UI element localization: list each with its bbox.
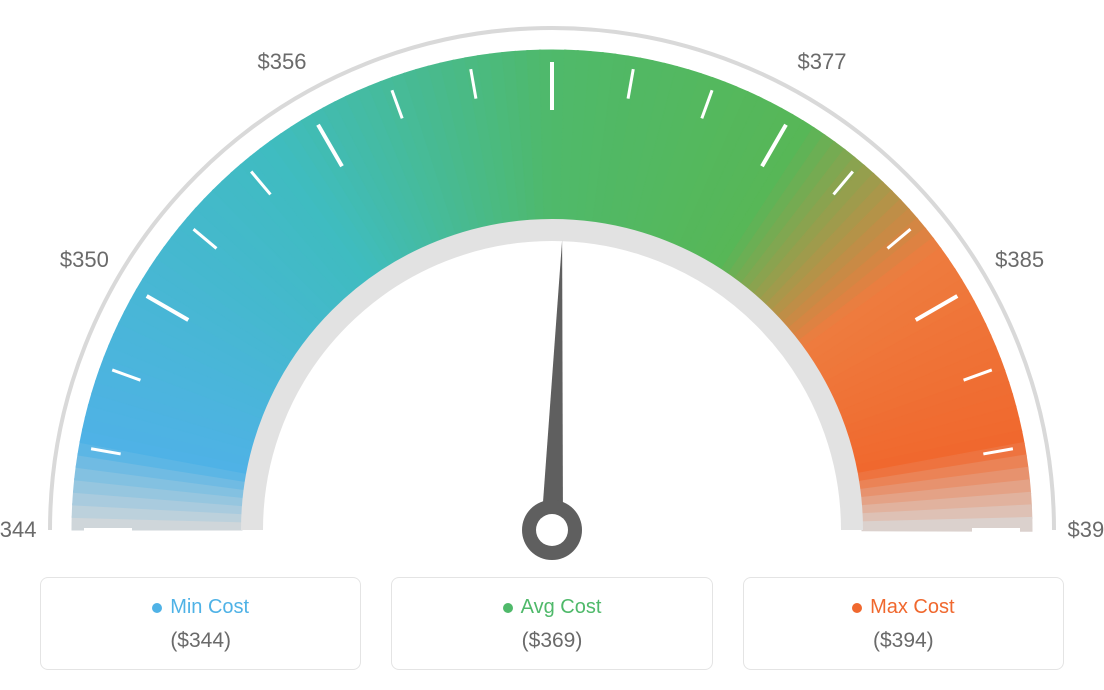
max-cost-card: Max Cost ($394) — [743, 577, 1064, 670]
avg-cost-value: ($369) — [412, 629, 691, 653]
avg-cost-card: Avg Cost ($369) — [391, 577, 712, 670]
gauge-tick-label: $356 — [258, 49, 307, 75]
gauge-tick-label: $369 — [528, 0, 577, 3]
max-cost-dot — [852, 603, 862, 613]
avg-cost-label-row: Avg Cost — [412, 596, 691, 619]
gauge-tick-label: $344 — [0, 517, 36, 543]
max-cost-value: ($394) — [764, 629, 1043, 653]
summary-cards: Min Cost ($344) Avg Cost ($369) Max Cost… — [40, 577, 1064, 670]
gauge-tick-label: $377 — [798, 49, 847, 75]
gauge-tick-label: $394 — [1068, 517, 1104, 543]
max-cost-label-row: Max Cost — [764, 596, 1043, 619]
min-cost-dot — [152, 603, 162, 613]
max-cost-label: Max Cost — [870, 596, 954, 619]
min-cost-card: Min Cost ($344) — [40, 577, 361, 670]
gauge-svg — [0, 0, 1104, 570]
gauge-tick-label: $385 — [995, 247, 1044, 273]
avg-cost-dot — [503, 603, 513, 613]
avg-cost-label: Avg Cost — [521, 596, 602, 619]
gauge-tick-label: $350 — [60, 247, 109, 273]
min-cost-label: Min Cost — [170, 596, 249, 619]
min-cost-label-row: Min Cost — [61, 596, 340, 619]
gauge-chart: $344 $350 $356 $369 $377 $385 $394 — [0, 0, 1104, 570]
min-cost-value: ($344) — [61, 629, 340, 653]
